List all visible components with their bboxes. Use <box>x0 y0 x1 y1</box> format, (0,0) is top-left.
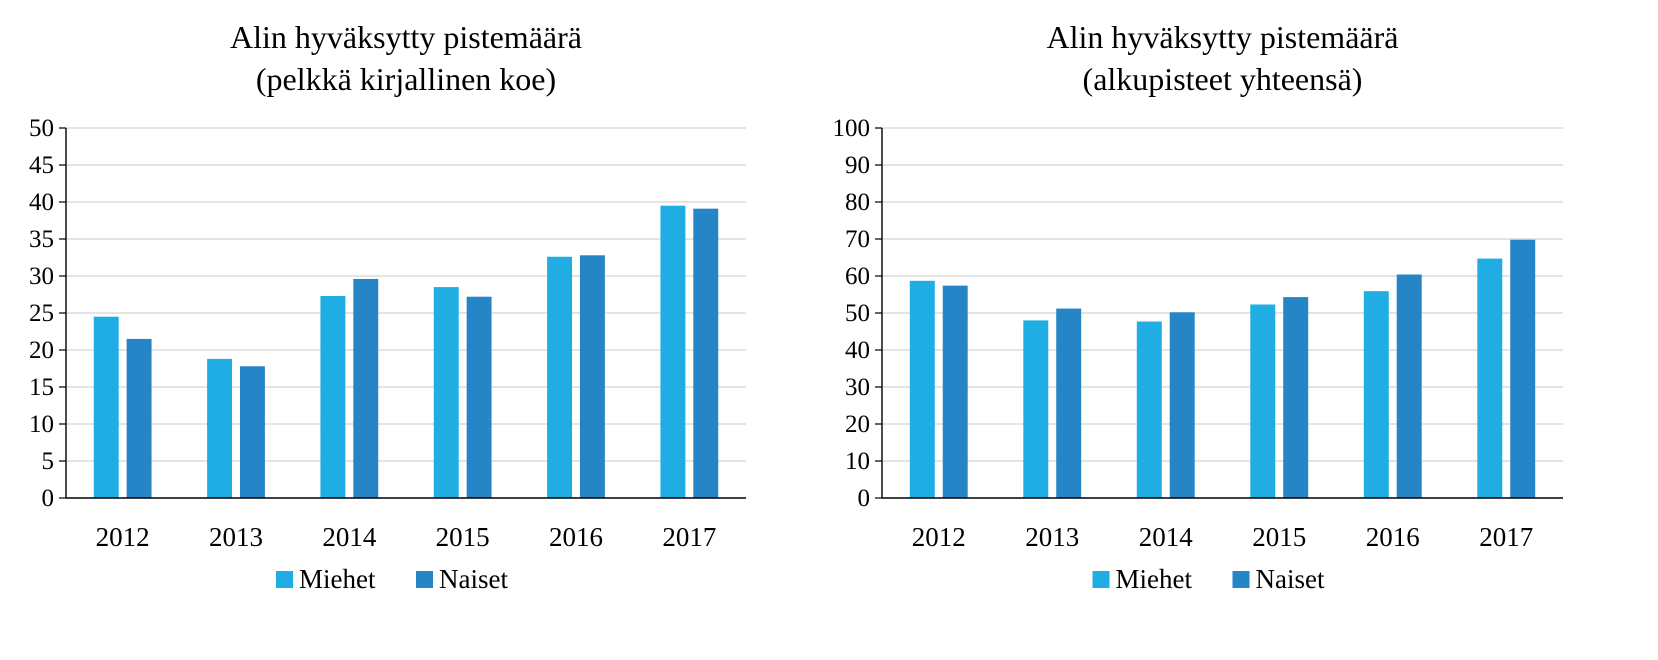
y-tick-label: 10 <box>29 411 54 438</box>
y-tick-label: 15 <box>29 374 54 401</box>
bar-miehet-2015 <box>1250 304 1276 498</box>
x-tick-label: 2014 <box>322 522 377 552</box>
bar-naiset-2017 <box>693 208 719 498</box>
y-tick-label: 80 <box>845 189 870 216</box>
bar-miehet-2017 <box>660 205 686 498</box>
bar-miehet-2014 <box>320 295 346 498</box>
y-tick-label: 20 <box>29 337 54 364</box>
legend-swatch-miehet <box>1092 571 1110 588</box>
chart-subtitle: (alkupisteet yhteensä) <box>1083 61 1363 97</box>
bar-naiset-2015 <box>466 296 492 498</box>
legend-label-miehet: Miehet <box>299 564 376 594</box>
y-tick-label: 35 <box>29 226 54 253</box>
x-tick-label: 2014 <box>1139 522 1194 552</box>
bar-naiset-2013 <box>1056 308 1082 498</box>
legend-label-miehet: Miehet <box>1116 564 1193 594</box>
legend-swatch-naiset <box>416 571 433 588</box>
bar-naiset-2012 <box>126 338 152 498</box>
y-tick-label: 60 <box>845 263 870 290</box>
x-tick-label: 2013 <box>1025 522 1079 552</box>
x-tick-label: 2015 <box>1252 522 1306 552</box>
bar-naiset-2012 <box>942 285 968 498</box>
y-tick-label: 40 <box>845 337 870 364</box>
bar-miehet-2013 <box>1023 320 1049 498</box>
x-tick-label: 2017 <box>662 522 716 552</box>
y-tick-label: 25 <box>29 300 54 327</box>
y-tick-label: 50 <box>29 115 54 142</box>
bar-naiset-2014 <box>1169 312 1195 498</box>
bar-miehet-2016 <box>1363 291 1389 498</box>
y-tick-label: 100 <box>833 115 871 142</box>
y-tick-label: 50 <box>845 300 870 327</box>
y-tick-label: 30 <box>29 263 54 290</box>
bar-miehet-2015 <box>433 287 459 498</box>
bar-naiset-2016 <box>1396 274 1422 498</box>
y-tick-label: 5 <box>42 448 55 475</box>
bar-miehet-2013 <box>207 358 233 498</box>
chart-total-points: Alin hyväksytty pistemäärä (alkupisteet y… <box>833 19 1563 594</box>
legend-swatch-miehet <box>276 571 293 588</box>
bar-miehet-2012 <box>93 316 119 498</box>
y-tick-label: 70 <box>845 226 870 253</box>
bar-miehet-2016 <box>547 256 573 498</box>
x-tick-label: 2012 <box>912 522 966 552</box>
x-tick-label: 2017 <box>1479 522 1533 552</box>
bar-miehet-2017 <box>1477 258 1503 498</box>
chart-subtitle: (pelkkä kirjallinen koe) <box>256 61 556 97</box>
y-tick-label: 0 <box>858 485 871 512</box>
bar-miehet-2012 <box>909 280 935 498</box>
y-tick-label: 90 <box>845 152 870 179</box>
y-tick-label: 10 <box>845 448 870 475</box>
x-tick-label: 2012 <box>96 522 150 552</box>
legend-label-naiset: Naiset <box>439 564 508 594</box>
bar-naiset-2017 <box>1510 239 1536 499</box>
chart-title: Alin hyväksytty pistemäärä <box>230 19 582 55</box>
y-tick-label: 40 <box>29 189 54 216</box>
y-tick-label: 30 <box>845 374 870 401</box>
legend-label-naiset: Naiset <box>1256 564 1325 594</box>
y-tick-label: 45 <box>29 152 54 179</box>
x-tick-label: 2015 <box>436 522 490 552</box>
chart-written-exam: Alin hyväksytty pistemäärä (pelkkä kirjal… <box>29 19 746 594</box>
bar-naiset-2014 <box>353 278 379 498</box>
x-tick-label: 2016 <box>549 522 603 552</box>
x-tick-label: 2013 <box>209 522 263 552</box>
bar-naiset-2016 <box>579 255 605 498</box>
bar-naiset-2015 <box>1283 297 1309 498</box>
x-tick-label: 2016 <box>1366 522 1420 552</box>
bar-naiset-2013 <box>239 366 265 498</box>
legend-swatch-naiset <box>1232 571 1250 588</box>
bar-miehet-2014 <box>1136 321 1162 498</box>
chart-title: Alin hyväksytty pistemäärä <box>1047 19 1399 55</box>
y-tick-label: 20 <box>845 411 870 438</box>
y-tick-label: 0 <box>42 485 55 512</box>
